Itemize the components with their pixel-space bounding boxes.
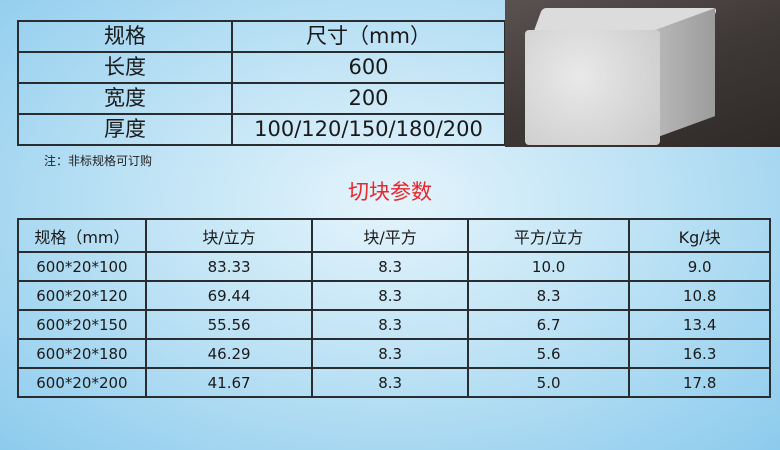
cut-cell: 8.3 <box>311 367 469 398</box>
cut-header-cell: 块/立方 <box>144 218 314 253</box>
spec-cell: 长度 <box>17 51 233 84</box>
spec-header-cell: 规格 <box>17 20 233 53</box>
cut-cell: 55.56 <box>144 309 314 340</box>
spec-cell: 100/120/150/180/200 <box>231 113 506 146</box>
cut-cell: 69.44 <box>144 280 314 311</box>
cut-cell: 600*20*200 <box>17 367 147 398</box>
section-title: 切块参数 <box>348 180 432 204</box>
cut-row: 600*20*150 55.56 8.3 6.7 13.4 <box>17 309 771 340</box>
cut-header-row: 规格（mm） 块/立方 块/平方 平方/立方 Kg/块 <box>17 218 771 253</box>
cut-row: 600*20*100 83.33 8.3 10.0 9.0 <box>17 251 771 282</box>
cut-row: 600*20*180 46.29 8.3 5.6 16.3 <box>17 338 771 369</box>
cut-cell: 83.33 <box>144 251 314 282</box>
spec-header-row: 规格 尺寸（mm） <box>17 20 506 53</box>
cut-cell: 5.0 <box>466 367 631 398</box>
cut-cell: 8.3 <box>311 338 469 369</box>
spec-cell: 宽度 <box>17 82 233 115</box>
block-front-face <box>525 30 660 145</box>
cut-cell: 8.3 <box>311 280 469 311</box>
cut-header-cell: 规格（mm） <box>17 218 147 253</box>
spec-cell: 厚度 <box>17 113 233 146</box>
cut-cell: 10.0 <box>466 251 631 282</box>
cut-cell: 8.3 <box>311 251 469 282</box>
cut-table: 规格（mm） 块/立方 块/平方 平方/立方 Kg/块 600*20*100 83.33 8.… <box>17 218 771 398</box>
cut-cell: 10.8 <box>628 280 771 311</box>
cut-cell: 41.67 <box>144 367 314 398</box>
cut-cell: 16.3 <box>628 338 771 369</box>
spec-cell: 200 <box>231 82 506 115</box>
block-side-face <box>655 8 715 138</box>
cut-cell: 6.7 <box>466 309 631 340</box>
spec-row: 厚度 100/120/150/180/200 <box>17 113 506 146</box>
cut-cell: 600*20*180 <box>17 338 147 369</box>
cut-row: 600*20*120 69.44 8.3 8.3 10.8 <box>17 280 771 311</box>
cut-cell: 5.6 <box>466 338 631 369</box>
cut-cell: 8.3 <box>466 280 631 311</box>
cut-header-cell: 块/平方 <box>311 218 469 253</box>
cut-cell: 8.3 <box>311 309 469 340</box>
spec-row: 宽度 200 <box>17 82 506 115</box>
cut-header-cell: 平方/立方 <box>466 218 631 253</box>
cut-cell: 600*20*150 <box>17 309 147 340</box>
cut-cell: 9.0 <box>628 251 771 282</box>
spec-row: 长度 600 <box>17 51 506 84</box>
cut-cell: 600*20*100 <box>17 251 147 282</box>
note-text: 注：非标规格可订购 <box>44 154 153 168</box>
cut-row: 600*20*200 41.67 8.3 5.0 17.8 <box>17 367 771 398</box>
cut-cell: 13.4 <box>628 309 771 340</box>
spec-header-cell: 尺寸（mm） <box>231 20 506 53</box>
spec-table: 规格 尺寸（mm） 长度 600 宽度 200 厚度 100/120/150/180/2… <box>17 20 506 146</box>
cut-cell: 600*20*120 <box>17 280 147 311</box>
product-photo <box>505 0 780 147</box>
cut-cell: 17.8 <box>628 367 771 398</box>
cut-cell: 46.29 <box>144 338 314 369</box>
spec-cell: 600 <box>231 51 506 84</box>
cut-header-cell: Kg/块 <box>628 218 771 253</box>
